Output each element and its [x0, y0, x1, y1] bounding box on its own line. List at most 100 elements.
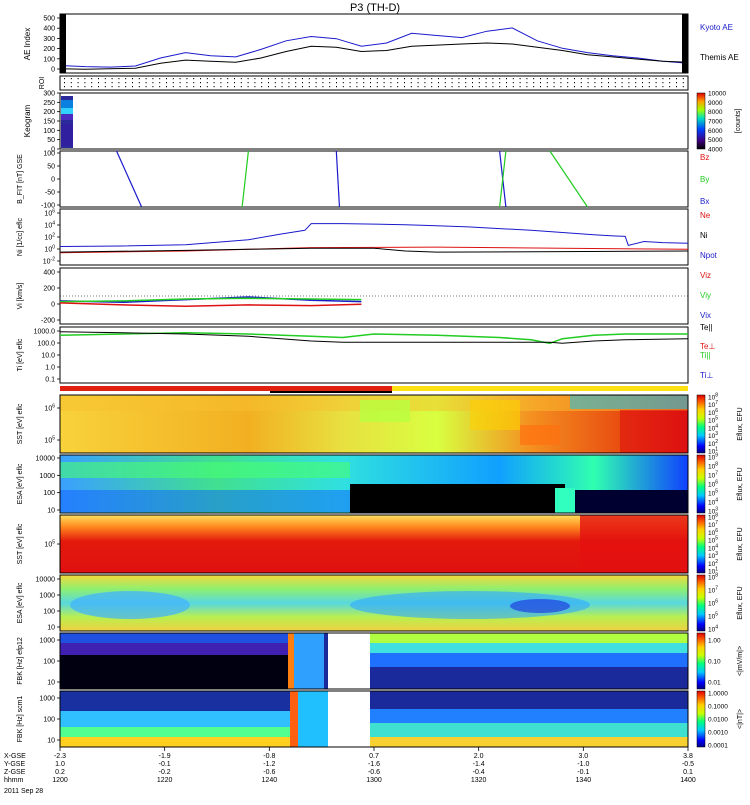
roi-dot — [567, 82, 569, 84]
roi-dot — [111, 78, 113, 80]
roi-dot — [308, 82, 310, 84]
roi-dot — [356, 78, 358, 80]
y-tick-label: 1000 — [39, 638, 55, 645]
roi-dot — [431, 82, 433, 84]
roi-dot — [64, 78, 65, 80]
roi-dot — [254, 86, 256, 88]
roi-dot — [295, 86, 297, 88]
roi-dot — [302, 82, 303, 84]
colorbar-fbk-scm — [696, 690, 706, 748]
roi-dot — [574, 86, 575, 88]
roi-dot — [499, 82, 501, 84]
roi-dot — [91, 78, 93, 80]
roi-dot — [655, 86, 657, 88]
roi-dot — [472, 78, 473, 80]
roi-dot — [220, 86, 222, 88]
roi-dot — [424, 86, 426, 88]
roi-dot — [682, 78, 684, 80]
x-tick-label: 1240 — [262, 777, 278, 784]
colorbar-fbk-efp — [696, 632, 706, 690]
roi-dot — [648, 78, 650, 80]
colorbar-tick-label: 8000 — [708, 109, 723, 116]
y-tick-label: -50 — [45, 190, 55, 197]
colorbar-label-fbk-efp: <|mV/m|> — [737, 646, 744, 676]
roi-dot — [383, 86, 385, 88]
legend-ni: Ni — [700, 231, 708, 240]
x-tick-label: -1.6 — [368, 761, 380, 768]
roi-dot — [553, 78, 555, 80]
roi-dot — [512, 86, 514, 88]
colorbar-esa-ion — [696, 454, 706, 514]
roi-dot — [567, 86, 569, 88]
roi-dot — [587, 78, 589, 80]
y-tick-label: 100 — [43, 717, 55, 724]
legend-te-perp: Te⊥ — [700, 342, 715, 351]
roi-dot — [145, 82, 147, 84]
roi-dot — [70, 82, 72, 84]
roi-dot — [138, 82, 140, 84]
roi-dot — [451, 82, 453, 84]
roi-dot — [451, 86, 453, 88]
panel-bfield: B_FIT [nT] GSE -100 -50 0 50 100 Bz By Bx — [17, 150, 709, 210]
roi-dot — [587, 82, 589, 84]
y-tick-label: 0 — [51, 177, 55, 184]
roi-dot — [485, 86, 487, 88]
roi-dot — [444, 86, 446, 88]
roi-dot — [363, 82, 365, 84]
colorbar-tick-label: 0.01 — [708, 680, 721, 687]
roi-dot — [261, 82, 263, 84]
roi-dot — [492, 86, 494, 88]
roi-dot — [193, 78, 195, 80]
roi-dot — [444, 82, 446, 84]
colorbar-tick-label: 103 — [708, 507, 718, 516]
colorbar-tick-label: 107 — [708, 400, 718, 409]
x-tick-label: -0.1 — [577, 769, 589, 776]
roi-dot — [642, 82, 643, 84]
x-tick-label: 2.0 — [474, 753, 484, 760]
legend-vix: Vix — [700, 311, 711, 320]
legend-viz: Viz — [700, 271, 711, 280]
roi-dot — [546, 86, 548, 88]
roi-dot — [404, 78, 405, 80]
roi-dot — [628, 78, 630, 80]
roi-dot — [540, 82, 541, 84]
roi-dot — [159, 82, 161, 84]
roi-dot — [254, 78, 256, 80]
y-tick-label: 400 — [43, 270, 55, 277]
roi-dot — [506, 86, 507, 88]
roi-dot — [478, 86, 480, 88]
y-tick-label: 300 — [43, 91, 55, 98]
y-tick-label: 10 — [47, 508, 55, 515]
y-tick-label: 50 — [47, 164, 55, 171]
roi-dot — [635, 78, 637, 80]
roi-dot — [390, 86, 392, 88]
roi-dot — [397, 82, 399, 84]
roi-dot — [533, 86, 535, 88]
ylabel-roi: ROI — [39, 77, 46, 90]
roi-dot — [138, 86, 140, 88]
roi-dot — [125, 86, 127, 88]
x-tick-label: -1.4 — [473, 761, 485, 768]
roi-dot — [261, 78, 263, 80]
roi-dot — [77, 78, 79, 80]
y-tick-label: -100 — [41, 203, 55, 210]
roi-dot — [676, 78, 677, 80]
roi-dot — [295, 78, 297, 80]
roi-dot — [383, 78, 385, 80]
roi-dot — [125, 78, 127, 80]
panel-esa-electron: ESA [eV] eflc 10 100 1000 10000 104 105 106 10… — [17, 573, 744, 634]
colorbar-tick-label: 0.0010 — [708, 730, 728, 737]
y-tick-label: 500 — [43, 16, 55, 23]
x-row-label: hhmm — [4, 777, 24, 784]
roi-dot — [560, 82, 562, 84]
colorbar-tick-label: 0.0001 — [708, 743, 728, 750]
roi-dot — [220, 82, 222, 84]
x-tick-label: 1300 — [366, 777, 382, 784]
y-tick-label: 102 — [44, 233, 55, 242]
roi-dot — [349, 82, 351, 84]
roi-dot — [64, 82, 65, 84]
roi-dot — [186, 82, 188, 84]
